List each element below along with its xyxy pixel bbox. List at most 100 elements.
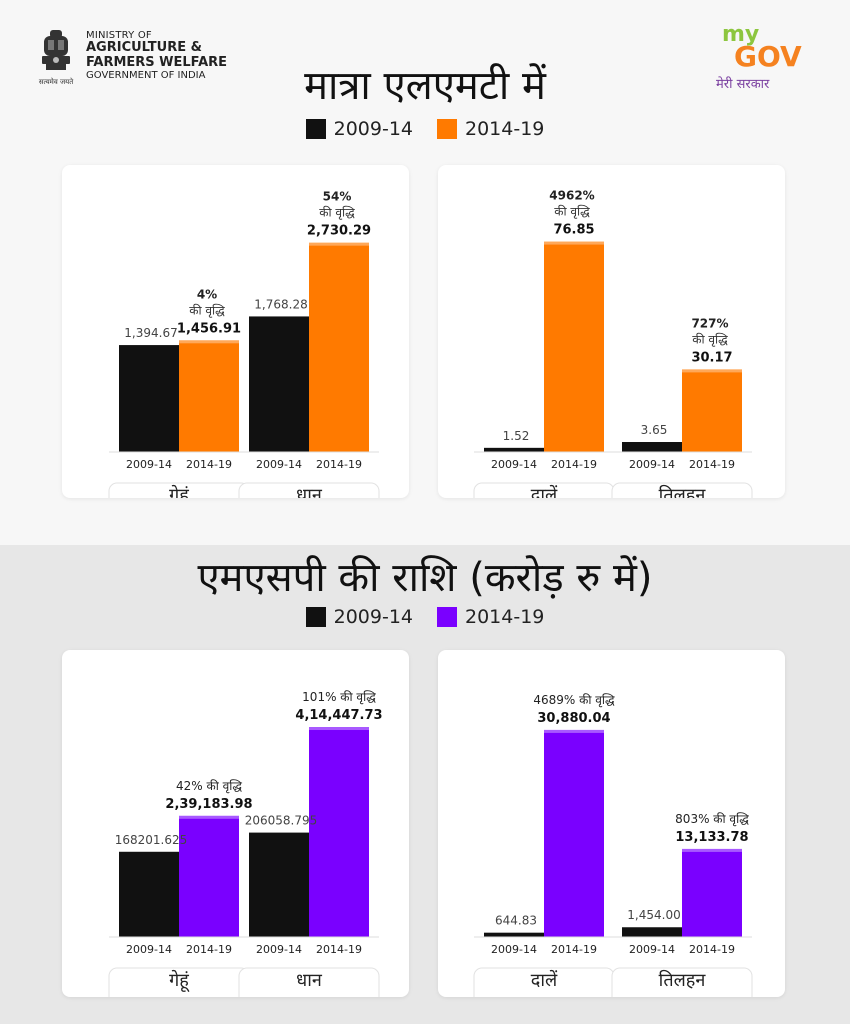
legend-item-2014-19: 2014-19 [437, 606, 544, 628]
bar-2014-19 [309, 242, 369, 452]
legend-label: 2009-14 [333, 606, 413, 628]
section2-title: एमएसपी की राशि (करोड़ रु में) [197, 555, 653, 601]
bar-2009-14 [119, 345, 179, 452]
section1-title: मात्रा एलएमटी में [304, 63, 546, 109]
section1-legend: 2009-14 2014-19 [0, 118, 850, 140]
bar-2014-19 [309, 727, 369, 937]
chart-card-pulses-oilseeds-msp: 644.83 30,880.04 4689% की वृद्धि 2009-14 201… [438, 650, 785, 997]
bar-chart-pulses-oilseeds-msp: 644.83 30,880.04 4689% की वृद्धि 2009-14 201… [473, 693, 753, 997]
value-label-2009-14: 1.52 [503, 429, 530, 443]
x-tick-label: 2014-19 [551, 943, 597, 956]
bar-2009-14 [484, 932, 544, 937]
bar-highlight [544, 241, 604, 245]
chart-card-wheat-paddy-msp: 168201.625 2,39,183.98 42% की वृद्धि 2009-1… [62, 650, 409, 997]
legend-swatch-orange [437, 119, 457, 139]
growth-label: 4689% की वृद्धि [533, 693, 615, 708]
legend-swatch-black [305, 119, 326, 139]
value-label-2009-14: 1,454.00 [627, 908, 680, 922]
bar-2014-19 [544, 729, 604, 937]
x-tick-label: 2014-19 [316, 458, 362, 471]
section2-legend: 2009-14 2014-19 [0, 606, 850, 628]
legend-label: 2014-19 [465, 606, 545, 628]
category-label: गेहूं [169, 969, 190, 993]
category-label: गेहूं [169, 484, 190, 498]
legend-label: 2009-14 [333, 118, 413, 140]
growth-label: 101% की वृद्धि [302, 690, 376, 705]
bar-highlight [682, 848, 742, 852]
x-tick-label: 2009-14 [629, 943, 675, 956]
category-box [108, 967, 250, 997]
x-tick-label: 2009-14 [491, 943, 537, 956]
category-box [238, 967, 380, 997]
bar-2014-19 [682, 369, 742, 452]
bar-2009-14 [622, 442, 682, 452]
bar-2014-19 [682, 848, 742, 937]
x-tick-label: 2014-19 [689, 458, 735, 471]
growth-percent: 4962% [549, 189, 594, 203]
x-tick-label: 2009-14 [126, 943, 172, 956]
value-label-2014-19: 30.17 [691, 350, 732, 365]
legend-item-2009-14: 2009-14 [305, 118, 413, 140]
growth-label: की वृद्धि [189, 303, 225, 318]
value-label-2009-14: 644.83 [495, 914, 537, 928]
chart-card-wheat-paddy-quantity: 1,394.67 1,456.91 4% की वृद्धि 2009-14 2014-1… [62, 165, 409, 498]
category-label: दालें [531, 484, 558, 498]
value-label-2009-14: 3.65 [641, 423, 668, 437]
x-tick-label: 2014-19 [186, 943, 232, 956]
category-box [238, 482, 380, 498]
bar-highlight [179, 815, 239, 819]
legend-label: 2014-19 [465, 118, 545, 140]
ministry-line2: AGRICULTURE & [86, 40, 202, 56]
bar-chart-pulses-oilseeds-quantity: 1.52 76.85 4962% की वृद्धि 2009-14 2014-19 दाल… [473, 189, 753, 498]
category-label: धान [296, 970, 323, 991]
value-label-2014-19: 1,456.91 [177, 321, 241, 336]
growth-percent: 727% [691, 316, 728, 330]
bar-highlight [544, 729, 604, 733]
legend-item-2009-14: 2009-14 [305, 606, 413, 628]
bar-2009-14 [249, 832, 309, 937]
ministry-line3: FARMERS WELFARE [86, 54, 228, 70]
value-label-2014-19: 2,730.29 [307, 224, 371, 239]
value-label-2014-19: 13,133.78 [675, 830, 748, 845]
value-label-2009-14: 206058.795 [245, 814, 318, 828]
bar-2014-19 [179, 815, 239, 937]
x-tick-label: 2009-14 [629, 458, 675, 471]
x-tick-label: 2009-14 [256, 458, 302, 471]
category-box [611, 482, 753, 498]
x-tick-label: 2014-19 [551, 458, 597, 471]
mygov-my: my [722, 22, 760, 47]
category-box [108, 482, 250, 498]
emblem-caption: सत्यमेव जयते [39, 77, 74, 86]
category-label: तिलहन [659, 969, 707, 991]
bar-2009-14 [249, 316, 309, 452]
legend-swatch-purple [437, 607, 457, 627]
x-tick-label: 2009-14 [491, 458, 537, 471]
value-label-2014-19: 2,39,183.98 [165, 797, 252, 812]
growth-label: 42% की वृद्धि [176, 779, 242, 794]
bar-chart-wheat-paddy-msp: 168201.625 2,39,183.98 42% की वृद्धि 2009-1… [108, 690, 383, 997]
bar-highlight [309, 727, 369, 731]
category-box [611, 967, 753, 997]
bar-chart-wheat-paddy-quantity: 1,394.67 1,456.91 4% की वृद्धि 2009-14 2014-1… [108, 190, 380, 498]
growth-label: 803% की वृद्धि [675, 812, 749, 827]
growth-percent: 54% [323, 190, 352, 204]
value-label-2014-19: 76.85 [553, 223, 594, 238]
bar-highlight [309, 242, 369, 246]
ministry-line1: MINISTRY OF [86, 30, 152, 41]
mygov-logo: my GOV मेरी सरकार [712, 22, 812, 92]
category-label: तिलहन [659, 484, 707, 498]
category-label: धान [296, 485, 323, 498]
x-tick-label: 2009-14 [256, 943, 302, 956]
bar-2014-19 [544, 241, 604, 452]
x-tick-label: 2014-19 [689, 943, 735, 956]
bar-2014-19 [179, 340, 239, 452]
national-emblem-icon: सत्यमेव जयते [39, 30, 74, 86]
legend-item-2014-19: 2014-19 [437, 118, 544, 140]
category-label: दालें [531, 969, 558, 991]
value-label-2014-19: 4,14,447.73 [295, 708, 382, 723]
bar-highlight [682, 369, 742, 373]
chart-card-pulses-oilseeds-quantity: 1.52 76.85 4962% की वृद्धि 2009-14 2014-19 दाल… [438, 165, 785, 498]
value-label-2009-14: 1,768.28 [254, 297, 307, 311]
ministry-line4: GOVERNMENT OF INDIA [86, 70, 206, 82]
mygov-gov: GOV [734, 40, 802, 73]
